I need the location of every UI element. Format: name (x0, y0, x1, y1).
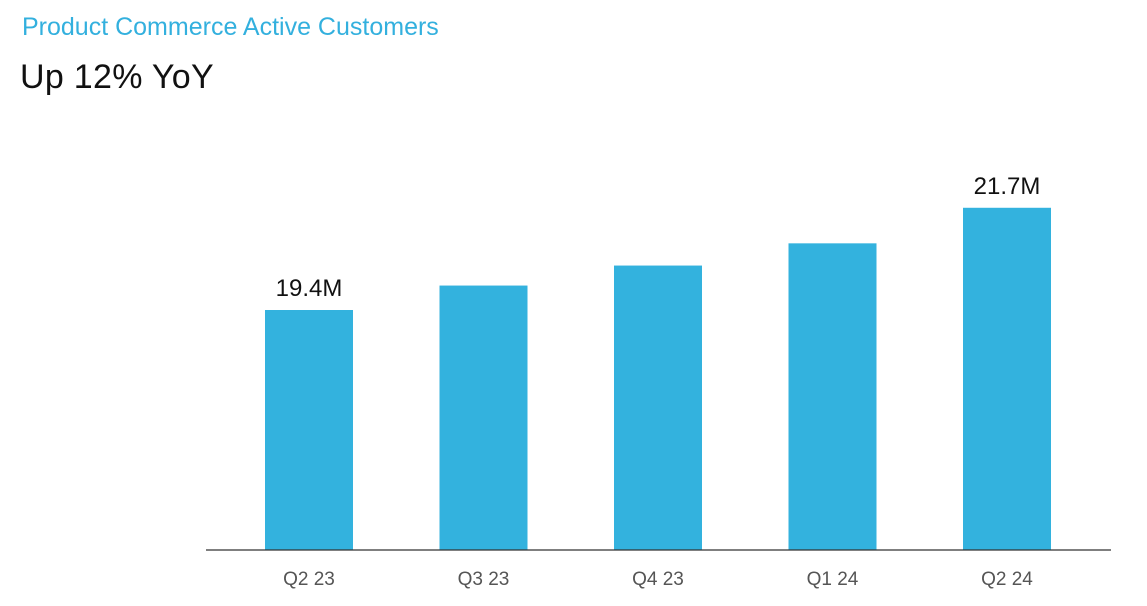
bar-q3-23 (439, 285, 528, 550)
x-tick-label: Q2 24 (981, 569, 1033, 590)
x-tick-label: Q3 23 (458, 569, 510, 590)
data-label: 19.4M (276, 275, 343, 302)
bar-q4-23 (614, 265, 702, 550)
bar-q2-24 (963, 207, 1051, 550)
x-tick-label: Q2 23 (283, 569, 335, 590)
chart-subtitle: Product Commerce Active Customers (22, 13, 439, 41)
data-label: 21.7M (974, 173, 1041, 200)
x-tick-label: Q4 23 (632, 569, 684, 590)
x-tick-label: Q1 24 (807, 569, 859, 590)
bar-q1-24 (788, 243, 877, 551)
chart-headline: Up 12% YoY (20, 58, 214, 96)
bar-q2-23 (265, 310, 353, 550)
